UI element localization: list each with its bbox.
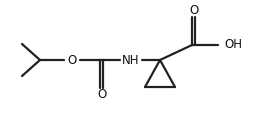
Text: NH: NH	[122, 53, 140, 67]
Text: O: O	[97, 88, 106, 101]
Text: O: O	[67, 53, 77, 67]
Text: OH: OH	[224, 38, 242, 51]
Text: O: O	[189, 4, 198, 17]
